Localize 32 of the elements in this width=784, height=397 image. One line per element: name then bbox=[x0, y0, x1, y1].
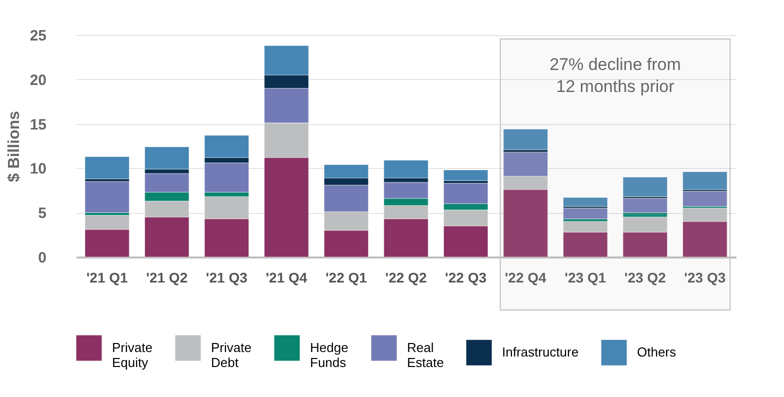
bar bbox=[503, 128, 548, 150]
y-axis-title: $ Billions bbox=[6, 110, 23, 182]
bar bbox=[84, 156, 130, 180]
legend-label: Real Estate bbox=[407, 340, 444, 370]
x-tick-label: '21 Q2 bbox=[146, 270, 188, 286]
y-tick-label: 20 bbox=[30, 72, 46, 89]
bar bbox=[563, 197, 608, 207]
x-tick-label: '23 Q1 bbox=[564, 270, 606, 286]
legend-label: Private Equity bbox=[112, 340, 152, 370]
x-tick-label: '21 Q1 bbox=[86, 270, 128, 286]
bar bbox=[84, 181, 130, 213]
y-tick-label: 0 bbox=[38, 250, 46, 266]
bar bbox=[444, 170, 488, 181]
x-tick-label: '21 Q4 bbox=[266, 270, 308, 286]
legend-label: Infrastructure bbox=[502, 344, 579, 360]
x-tick-label: '22 Q3 bbox=[445, 270, 487, 286]
x-tick-label: '22 Q2 bbox=[385, 270, 427, 286]
y-tick-label: 15 bbox=[30, 116, 46, 134]
bar bbox=[563, 208, 608, 219]
x-tick-label: '22 Q1 bbox=[325, 270, 368, 286]
x-tick-label: '22 Q4 bbox=[504, 270, 547, 286]
bar bbox=[384, 160, 428, 178]
y-tick-label: 25 bbox=[30, 28, 46, 44]
legend-label: Private Debt bbox=[211, 340, 252, 370]
x-tick-label: '21 Q3 bbox=[206, 270, 248, 286]
band-label: 27% decline from 12 months prior bbox=[550, 55, 681, 96]
legend-label: Others bbox=[637, 344, 677, 360]
x-tick-label: '23 Q3 bbox=[684, 270, 726, 286]
y-tick-label: 10 bbox=[30, 160, 46, 178]
y-tick-label: 5 bbox=[38, 205, 46, 222]
x-tick-label: '23 Q2 bbox=[624, 270, 666, 286]
legend-label: Hedge Funds bbox=[310, 340, 348, 370]
